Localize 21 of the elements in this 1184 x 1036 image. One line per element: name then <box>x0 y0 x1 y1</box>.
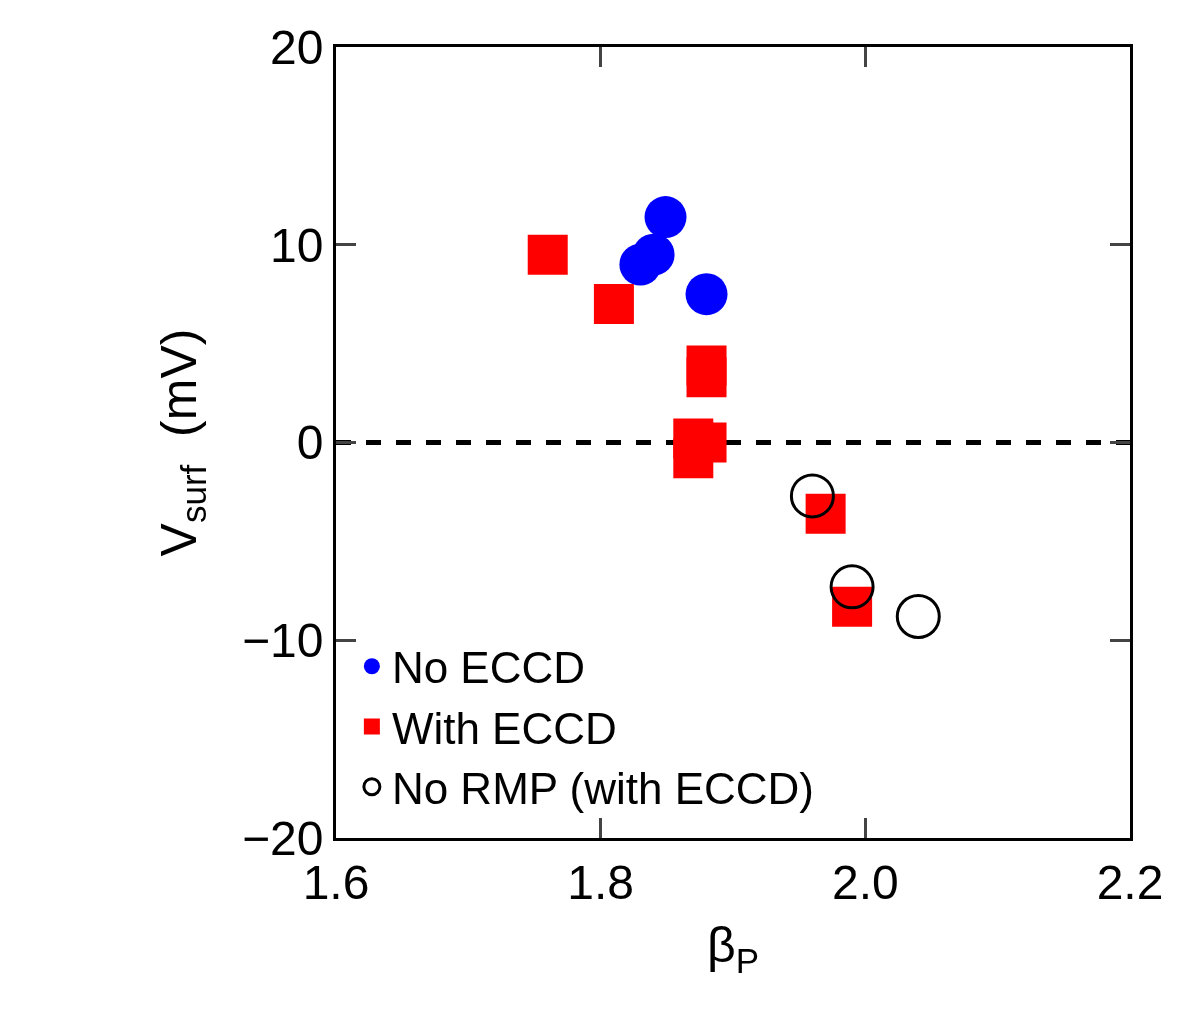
point <box>685 273 728 316</box>
y-tick-label: 10 <box>270 218 324 272</box>
point <box>829 564 875 610</box>
y-tick-label: −10 <box>241 614 324 668</box>
point <box>593 284 634 325</box>
point <box>632 233 675 276</box>
y-tick-label: 20 <box>270 20 324 74</box>
y-tick-label: 0 <box>296 416 324 470</box>
x-tick-label: 1.8 <box>567 855 635 909</box>
point <box>673 438 714 479</box>
point <box>789 473 835 519</box>
x-tick-label: 2.0 <box>831 855 899 909</box>
point <box>686 357 727 398</box>
legend-label: No ECCD <box>391 643 586 693</box>
x-axis-title: β$_{P}$ <box>706 917 760 980</box>
point <box>527 234 568 275</box>
legend-label: No RMP (with ECCD) <box>391 763 815 813</box>
x-tick-label: 2.2 <box>1096 855 1164 909</box>
point <box>895 594 941 639</box>
point <box>644 196 687 239</box>
legend-label: With ECCD <box>391 703 617 753</box>
